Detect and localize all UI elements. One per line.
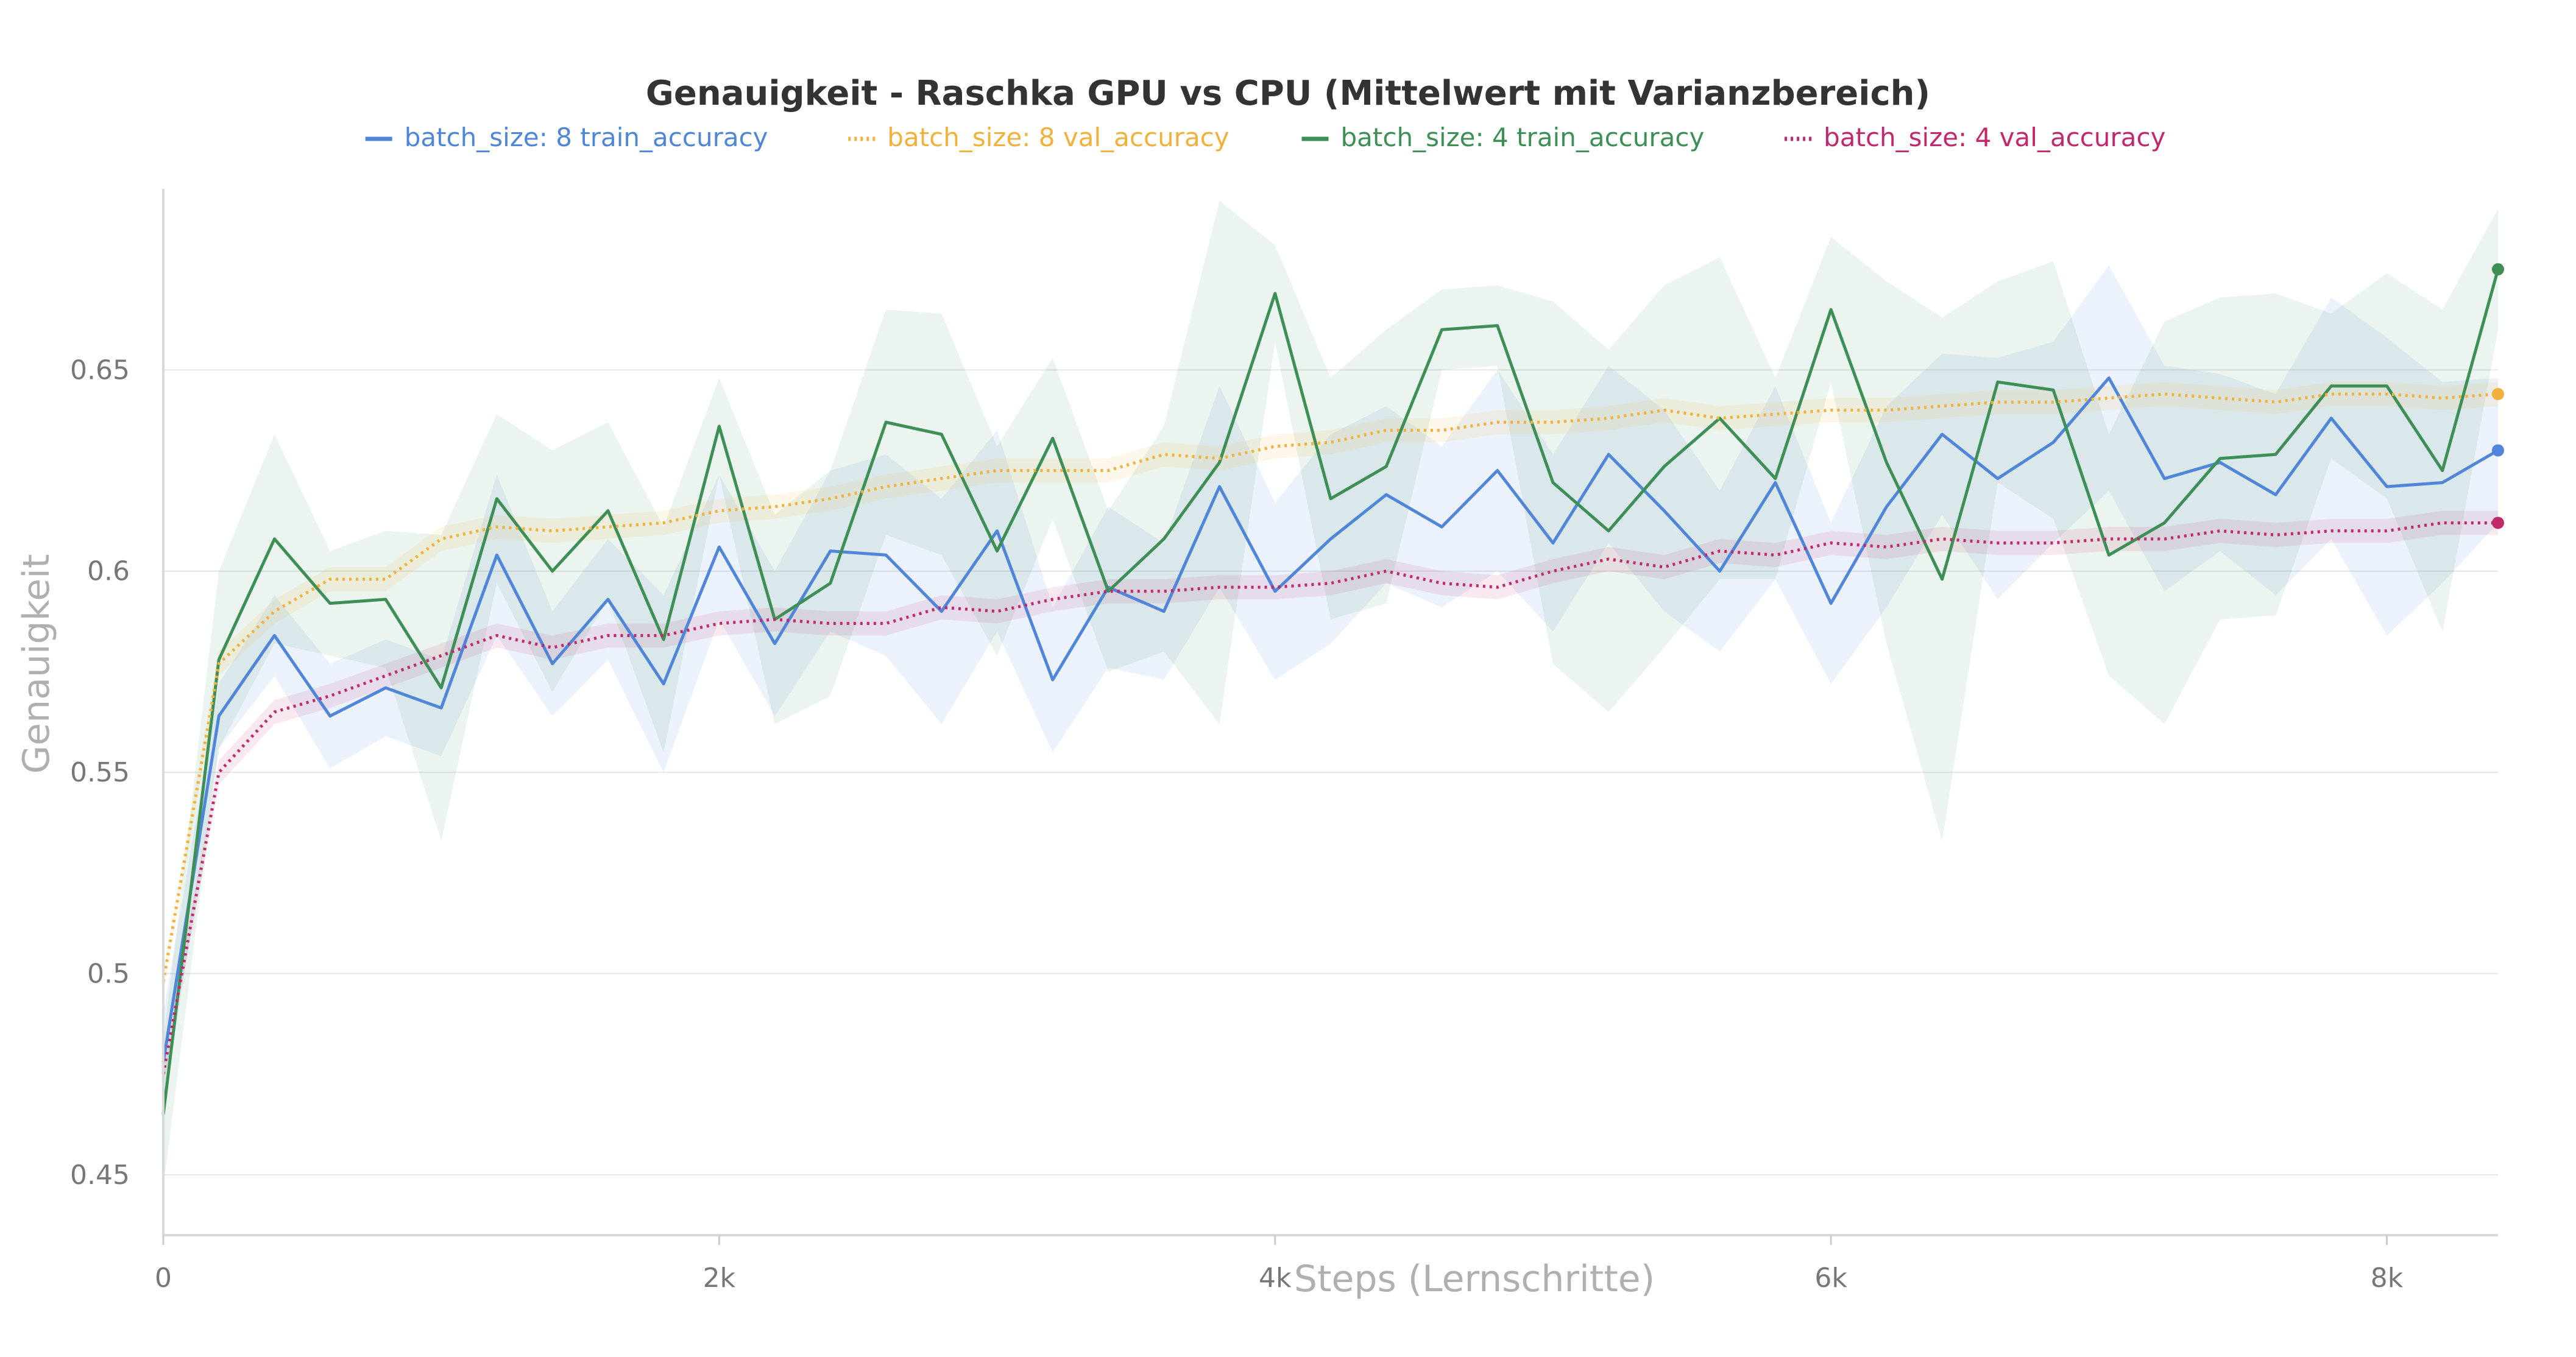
batch-size-4-train-accuracy-band <box>163 200 2498 1187</box>
batch-size-4-train-accuracy-endpoint <box>2492 263 2504 276</box>
legend-item[interactable]: batch_size: 4 val_accuracy <box>1785 122 2165 152</box>
x-ticks: 0 2k 4k 6k 8k <box>155 1235 2404 1294</box>
gridlines <box>163 369 2498 1175</box>
y-tick-label: 0.55 <box>70 757 130 788</box>
y-tick-label: 0.45 <box>70 1160 130 1191</box>
legend-item[interactable]: batch_size: 8 val_accuracy <box>848 122 1230 152</box>
batch-size-8-train-accuracy-endpoint <box>2492 444 2504 457</box>
legend-label: batch_size: 4 train_accuracy <box>1341 122 1705 152</box>
x-tick-label: 0 <box>155 1263 172 1294</box>
series-lines <box>161 269 2500 1115</box>
legend-item[interactable]: batch_size: 8 train_accuracy <box>365 122 768 152</box>
x-axis-title: Steps (Lernschritte) <box>1294 1258 1655 1300</box>
legend-label: batch_size: 4 val_accuracy <box>1824 122 2165 152</box>
y-tick-label: 0.65 <box>70 354 130 386</box>
y-axis-title: Genauigkeit <box>15 554 58 774</box>
x-tick-label: 6k <box>1814 1263 1847 1294</box>
batch-size-8-train-accuracy-band <box>163 265 2498 1111</box>
variance-bands <box>163 200 2498 1187</box>
y-ticks: 0.45 0.5 0.55 0.6 0.65 <box>70 354 130 1191</box>
y-tick-label: 0.6 <box>87 556 130 587</box>
chart-legend: batch_size: 8 train_accuracy batch_size: … <box>365 122 2165 152</box>
chart-title: Genauigkeit - Raschka GPU vs CPU (Mittel… <box>646 74 1930 113</box>
batch-size-4-val-accuracy-endpoint <box>2492 516 2504 529</box>
x-tick-label: 8k <box>2371 1263 2404 1294</box>
legend-label: batch_size: 8 val_accuracy <box>887 122 1229 152</box>
x-tick-label: 2k <box>703 1263 736 1294</box>
batch-size-8-train-accuracy-line <box>161 376 2499 1063</box>
y-tick-label: 0.5 <box>87 959 130 990</box>
axes <box>162 189 2498 1236</box>
legend-item[interactable]: batch_size: 4 train_accuracy <box>1301 122 1705 152</box>
series-endpoints <box>2492 263 2504 529</box>
batch-size-8-val-accuracy-endpoint <box>2492 387 2504 400</box>
x-tick-label: 4k <box>1259 1263 1292 1294</box>
batch-size-4-train-accuracy-line <box>161 269 2500 1115</box>
legend-label: batch_size: 8 train_accuracy <box>405 122 768 152</box>
